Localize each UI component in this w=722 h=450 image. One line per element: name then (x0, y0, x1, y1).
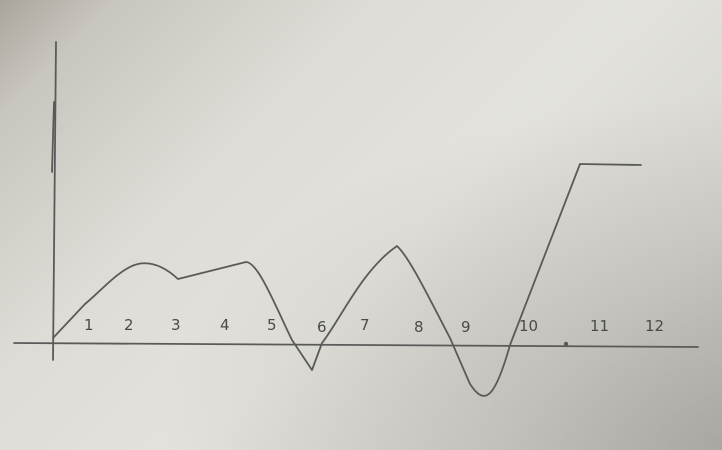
tick-label: 6 (317, 318, 327, 336)
x-axis (13, 342, 699, 348)
tick-label: 5 (267, 316, 277, 334)
graph-curve (52, 163, 642, 397)
tick-label: 2 (124, 316, 134, 334)
tick-label: 9 (461, 318, 471, 336)
axis-dot (563, 341, 569, 347)
tick-label: 1 (84, 316, 94, 334)
tick-label: 8 (414, 318, 424, 336)
tick-label: 3 (171, 316, 181, 334)
y-axis-extra-stroke (51, 101, 55, 173)
tick-label: 11 (590, 317, 609, 335)
tick-label: 7 (360, 316, 370, 334)
tick-label: 12 (645, 317, 664, 335)
tick-label: 10 (519, 317, 538, 335)
tick-label: 4 (220, 316, 230, 334)
y-axis (52, 41, 57, 361)
